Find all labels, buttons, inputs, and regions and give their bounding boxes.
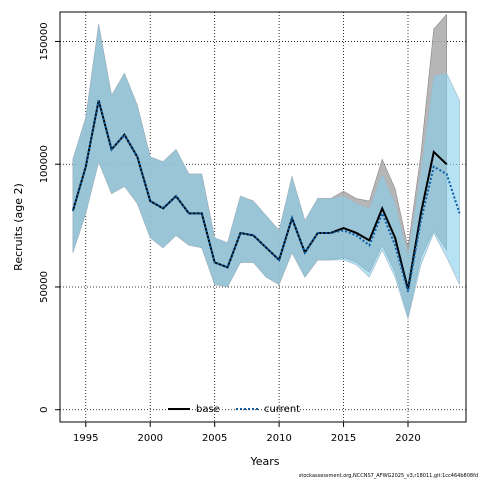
legend: base current	[168, 404, 300, 415]
series-lines	[71, 100, 461, 293]
band-current	[72, 24, 460, 321]
x-axis: 1995 2000 2005 2010 2015 2020	[73, 422, 421, 444]
x-tick-label: 2010	[266, 433, 291, 444]
confidence-bands	[72, 13, 460, 321]
y-axis: 0 50000 100000 150000	[39, 22, 60, 413]
legend-base-label: base	[196, 404, 220, 415]
y-tick-label: 50000	[39, 271, 50, 303]
y-axis-title: Recruits (age 2)	[12, 183, 25, 271]
x-tick-label: 1995	[73, 433, 98, 444]
x-tick-label: 2020	[395, 433, 420, 444]
legend-current-label: current	[264, 404, 300, 415]
line-current	[71, 100, 461, 293]
x-tick-label: 2005	[202, 433, 227, 444]
y-tick-label: 0	[39, 407, 50, 413]
x-tick-label: 2000	[137, 433, 162, 444]
x-axis-title: Years	[249, 455, 279, 468]
footer-source: stockassessment.org,NCCNS7_AFWG2025_v3,r…	[299, 473, 478, 479]
y-tick-label: 100000	[39, 145, 50, 183]
y-tick-label: 150000	[39, 22, 50, 60]
x-tick-label: 2015	[331, 433, 356, 444]
plot-frame	[59, 11, 467, 423]
